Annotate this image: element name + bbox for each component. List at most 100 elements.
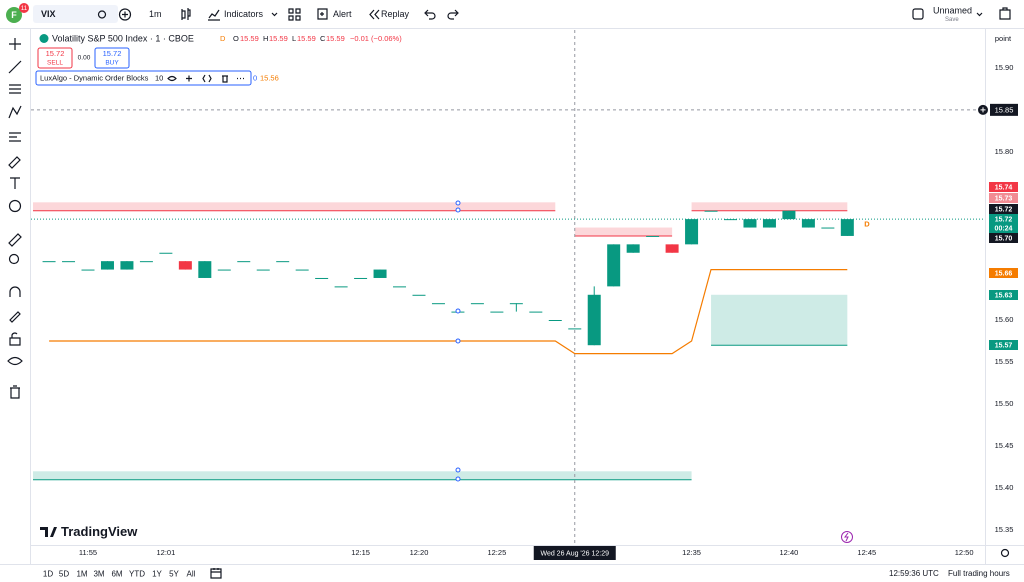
undo-button[interactable] — [424, 9, 436, 20]
drawing-mode-tool[interactable] — [9, 311, 21, 323]
spread: 0.00 — [78, 55, 91, 62]
redo-button[interactable] — [447, 9, 459, 20]
replay-icon — [369, 9, 380, 20]
candle-body — [237, 261, 251, 263]
order-block-zone — [711, 294, 848, 346]
indicators-chevron[interactable] — [271, 12, 278, 17]
candle-body — [159, 252, 173, 254]
pattern-tool[interactable] — [8, 105, 22, 119]
indicator-legend[interactable] — [35, 70, 252, 86]
zoom-tool[interactable] — [8, 253, 20, 265]
brush-tool[interactable] — [8, 156, 21, 169]
forecast-tool[interactable] — [9, 132, 21, 142]
badge — [19, 3, 29, 13]
chart-type-button[interactable] — [181, 8, 191, 20]
alert-button[interactable]: Alert — [333, 9, 352, 19]
magnet-tool[interactable] — [9, 286, 21, 297]
buy-button[interactable] — [94, 47, 130, 69]
symbol-search[interactable] — [33, 5, 118, 23]
y-tick-label: 15.35 — [995, 525, 1014, 534]
price-tag — [989, 214, 1018, 224]
price-tag — [989, 268, 1018, 278]
x-tick-label: 12:01 — [156, 548, 175, 557]
crosshair-tool[interactable] — [9, 38, 21, 50]
price-tag-label: 15.70 — [995, 235, 1013, 242]
candle-body — [354, 277, 368, 279]
trend-line-tool[interactable] — [8, 60, 22, 74]
candle-body — [568, 328, 582, 330]
x-tick-label: 12:25 — [487, 548, 506, 557]
indicator-controls[interactable] — [167, 74, 244, 83]
range-button[interactable]: 3M — [93, 570, 104, 579]
compare-button[interactable] — [118, 8, 132, 21]
candle-body — [295, 269, 309, 271]
range-button[interactable]: 6M — [111, 570, 122, 579]
candle-body — [334, 286, 348, 288]
range-button[interactable]: 1D — [43, 570, 53, 579]
candle-body — [178, 261, 192, 270]
indicator-line — [49, 269, 848, 355]
crosshair-time-box — [533, 546, 616, 560]
crosshair-price-box — [990, 103, 1018, 116]
measure-tool[interactable] — [8, 233, 22, 247]
symbol-title: Volatility S&P 500 Index · 1 · CBOE — [52, 33, 194, 43]
candle-body — [490, 311, 504, 313]
scale-mode[interactable]: point — [995, 34, 1012, 43]
ohlc-o-value: 15.59 — [240, 34, 259, 43]
ohlc-o: O — [233, 34, 239, 43]
range-button[interactable]: 5D — [59, 570, 69, 579]
price-tag-label: 15.73 — [995, 195, 1013, 202]
range-button[interactable]: All — [187, 570, 196, 579]
x-tick-label: 12:20 — [410, 548, 429, 557]
candle-body — [724, 219, 738, 221]
visibility-tool[interactable] — [7, 356, 23, 366]
x-tick-label: 12:45 — [857, 548, 876, 557]
price-tag — [989, 193, 1018, 203]
clock: 12:59:36 UTC — [889, 569, 939, 578]
range-button[interactable]: YTD — [129, 570, 145, 579]
axis-settings[interactable] — [1000, 548, 1010, 558]
fib-tool[interactable] — [9, 84, 21, 94]
save-label[interactable]: Save — [945, 17, 959, 23]
candle-body — [685, 219, 699, 245]
candle-body — [529, 311, 543, 313]
drawing-handle — [455, 467, 461, 473]
range-button[interactable]: 1M — [76, 570, 87, 579]
range-button[interactable]: 1Y — [152, 570, 162, 579]
interval[interactable]: 1m — [149, 9, 162, 19]
replay-button[interactable]: Replay — [381, 9, 410, 19]
drawing-handle — [455, 308, 461, 314]
sell-price: 15.72 — [46, 49, 65, 58]
compare-plus — [122, 11, 128, 18]
avatar[interactable] — [6, 7, 22, 23]
y-tick-label: 15.60 — [995, 315, 1014, 324]
price-tag — [989, 290, 1018, 300]
icon-tool[interactable] — [8, 199, 22, 213]
y-tick-label: 15.80 — [995, 147, 1014, 156]
sell-button[interactable] — [37, 47, 73, 69]
goto-date[interactable] — [210, 568, 222, 579]
templates-button[interactable] — [288, 8, 301, 21]
session[interactable]: Full trading hours — [948, 569, 1010, 578]
events-icon[interactable] — [841, 531, 853, 543]
drawing-handle — [455, 476, 461, 482]
lock-tool[interactable] — [9, 332, 21, 346]
candle-body — [256, 269, 270, 271]
price-tag — [989, 182, 1018, 192]
range-button[interactable]: 5Y — [169, 570, 179, 579]
logo-text: TradingView — [61, 524, 138, 539]
indicators-button[interactable]: Indicators — [224, 9, 264, 19]
text-tool[interactable] — [10, 177, 20, 189]
market-status — [39, 34, 49, 43]
ohlc-c: C — [320, 34, 326, 43]
delete-tool[interactable] — [10, 385, 20, 399]
layout-name[interactable]: Unnamed — [933, 5, 972, 15]
layout-chevron[interactable] — [976, 12, 983, 17]
drawing-handle — [455, 200, 461, 206]
y-tick-label: 15.40 — [995, 483, 1014, 492]
y-tick-label: 15.50 — [995, 399, 1014, 408]
price-tag — [989, 223, 1018, 233]
more-button[interactable] — [999, 7, 1011, 20]
price-tag-label: 15.74 — [995, 184, 1013, 191]
symbol: VIX — [41, 9, 56, 19]
